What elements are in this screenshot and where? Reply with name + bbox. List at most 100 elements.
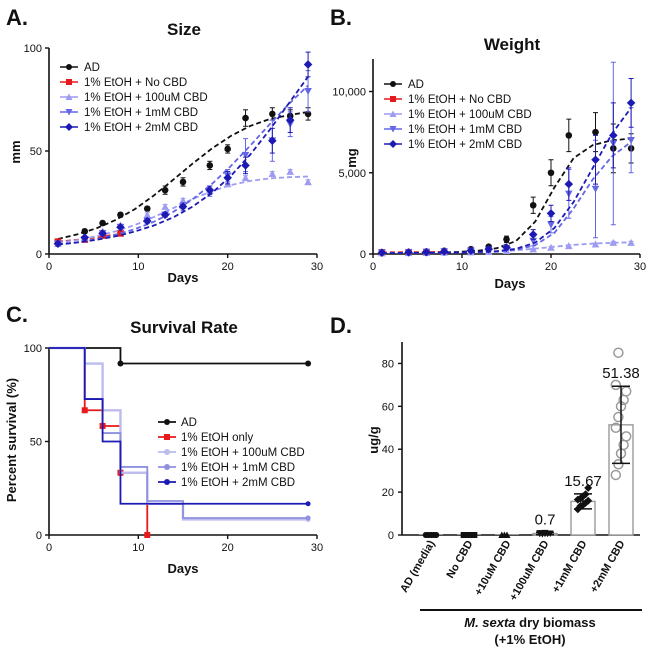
data-point [422, 247, 431, 257]
data-point [286, 167, 294, 175]
x-tick-label: 0 [46, 542, 52, 554]
category-label: AD (media) [398, 538, 438, 595]
panel-d: D. ug/g 0 20 40 60 80 AD (media) No CBD+10uM C… [330, 313, 642, 647]
data-point [609, 131, 618, 140]
x-tick-label: 30 [634, 261, 646, 273]
data-point [547, 169, 555, 177]
y-tick-label: 10,000 [332, 87, 366, 99]
legend-marker [65, 93, 73, 100]
data-point [591, 185, 600, 193]
data-point [116, 222, 125, 232]
data-point [160, 210, 170, 220]
survival-1-etoh-100um-cbd [49, 346, 311, 522]
legend-marker [164, 479, 170, 485]
data-point [404, 248, 413, 257]
data-point [81, 228, 89, 235]
panel-d-label: D. [330, 313, 352, 338]
legend-label: 1% EtOH + 1mM CBD [408, 124, 522, 136]
x-tick-label: 0 [370, 261, 376, 273]
legend-label: 1% EtOH + 100uM CBD [408, 109, 532, 121]
y-tick-label: 0 [36, 249, 42, 261]
legend-marker [66, 64, 72, 70]
data-point [565, 132, 573, 139]
group-label-line1: M. sexta dry biomass [464, 615, 596, 630]
legend: AD 1% EtOH + No CBD 1% EtOH + 100uM CBD 1% … [60, 62, 208, 134]
data-point [528, 230, 538, 239]
data-point [98, 229, 107, 238]
y-tick-label: 5,000 [338, 168, 366, 180]
bar-group-no-cbd: No CBD [444, 532, 481, 580]
survival-curve [49, 347, 149, 535]
legend-label: AD [181, 417, 197, 429]
panel-b-ylabel: mg [344, 148, 359, 168]
x-tick-label: 10 [456, 261, 468, 273]
legend-label: AD [84, 62, 100, 74]
panel-d-ylabel: ug/g [366, 426, 381, 453]
panel-b-title: Weight [484, 35, 541, 54]
panel-c: C. Survival Rate Days Percent survival (… [4, 302, 323, 576]
data-point [179, 178, 187, 186]
category-label: +100uM CBD [507, 538, 551, 603]
censor-marker [305, 501, 311, 507]
panel-b: B. Weight Days mg 0 10 20 30 0 5,000 10,000 AD 1… [330, 5, 646, 291]
data-point [161, 186, 169, 194]
legend-marker [164, 449, 170, 455]
sample-point [503, 531, 511, 538]
survival-curve [49, 347, 309, 519]
sample-point [613, 347, 624, 358]
data-point [179, 196, 187, 204]
data-point [609, 238, 618, 246]
survival-curve [49, 347, 309, 505]
data-point [466, 246, 476, 256]
x-tick-label: 0 [46, 261, 52, 273]
sample-point [610, 469, 622, 481]
y-tick-label: 60 [382, 401, 394, 413]
legend-label: 1% EtOH + 100uM CBD [84, 92, 208, 104]
data-point [285, 115, 295, 125]
data-point [565, 242, 573, 250]
category-label: +2mM CBD [588, 538, 628, 595]
panel-a-label: A. [6, 5, 28, 30]
panel-d-plot: 0 20 40 60 80 AD (media) No CBD+10uM CBD 0.7 +10… [382, 342, 640, 603]
legend-label: 1% EtOH + No CBD [84, 77, 187, 89]
category-label: +1mM CBD [550, 538, 590, 595]
censor-marker [144, 532, 151, 538]
x-tick-label: 30 [311, 261, 323, 273]
x-tick-label: 10 [132, 542, 144, 554]
panel-a: A. Size Days mm 0 10 20 30 0 50 100 AD 1% EtOH +… [6, 5, 323, 285]
data-point [627, 238, 635, 246]
data-point [303, 60, 313, 69]
panel-c-ylabel: Percent survival (%) [4, 378, 19, 502]
legend-label: 1% EtOH + 2mM CBD [84, 122, 198, 134]
value-label: 0.7 [535, 511, 556, 528]
legend-label: 1% EtOH + 1mM CBD [181, 462, 295, 474]
censor-marker [81, 407, 88, 414]
sample-point [584, 496, 593, 505]
group-label-line2: (+1% EtOH) [494, 632, 565, 647]
legend-marker [65, 123, 73, 131]
panel-a-xlabel: Days [167, 270, 198, 285]
data-point [241, 161, 250, 170]
panel-a-title: Size [167, 20, 201, 39]
data-point [591, 240, 600, 248]
data-point [161, 202, 169, 210]
y-tick-label: 100 [24, 343, 42, 355]
y-tick-label: 0 [360, 249, 366, 261]
panel-b-plot: 0 10 20 30 0 5,000 10,000 AD 1% EtOH + No CBD 1% … [332, 59, 646, 273]
y-tick-label: 20 [382, 487, 394, 499]
y-tick-label: 50 [30, 437, 42, 449]
sample-point [613, 411, 624, 423]
data-point [547, 221, 555, 229]
x-tick-label: 30 [311, 542, 323, 554]
panel-b-label: B. [330, 5, 352, 30]
censor-marker [305, 515, 311, 521]
panel-c-title: Survival Rate [130, 318, 238, 337]
sample-point [471, 532, 478, 538]
data-point [142, 216, 152, 226]
data-point [439, 247, 449, 256]
panel-a-plot: 0 10 20 30 0 50 100 AD 1% EtOH + No CBD 1% EtOH +… [24, 43, 323, 273]
sample-point [613, 458, 624, 470]
legend-label: 1% EtOH + 2mM CBD [408, 139, 522, 151]
data-point [269, 110, 276, 118]
